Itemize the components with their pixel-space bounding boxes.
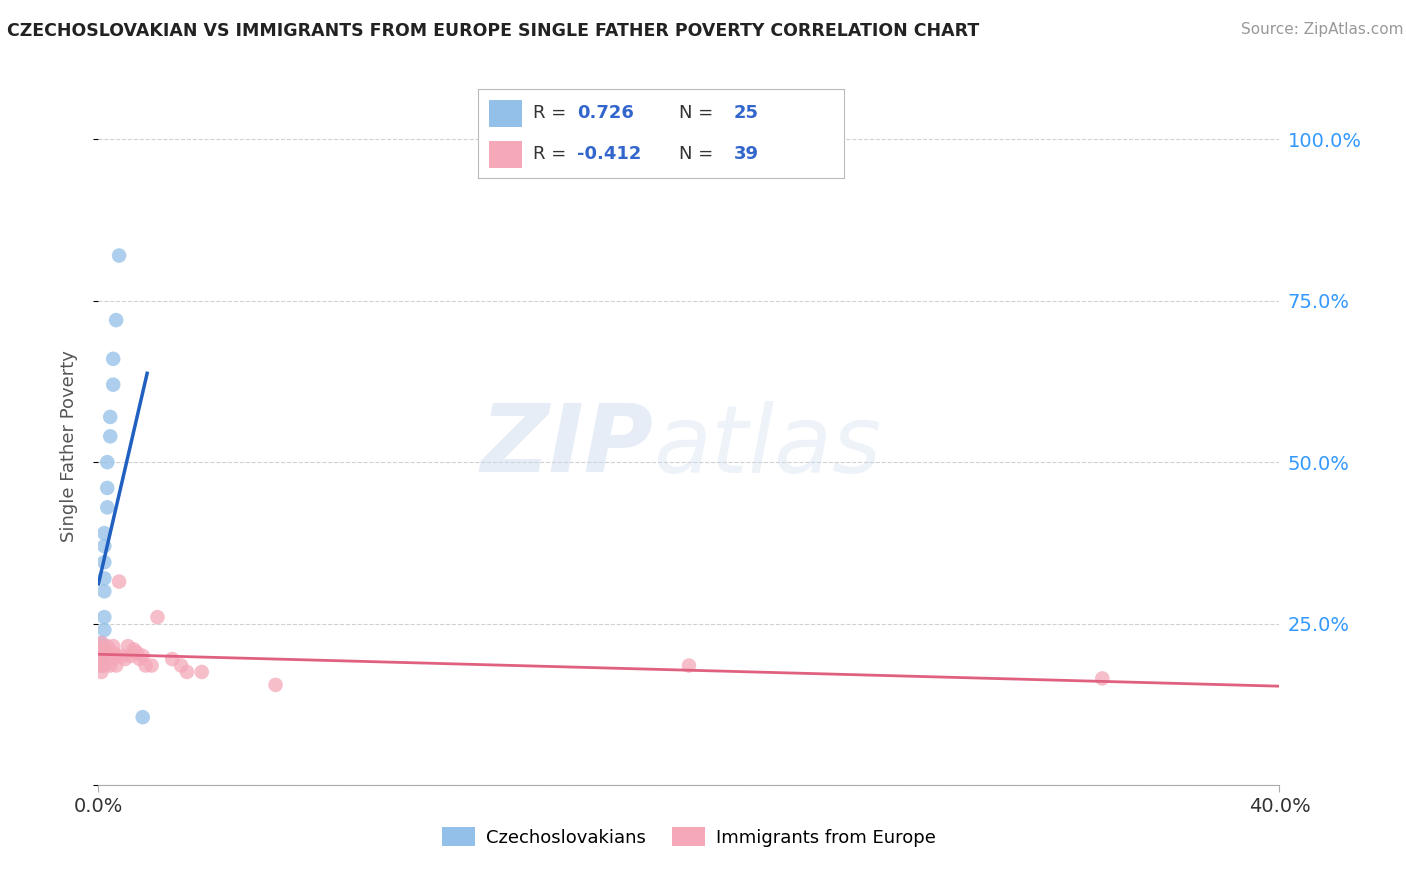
Point [96, 646, 118, 660]
Point [678, 658, 700, 673]
Point [93, 526, 115, 541]
Point [98, 409, 121, 424]
Point [96, 455, 118, 469]
Point [170, 658, 193, 673]
Text: CZECHOSLOVAKIAN VS IMMIGRANTS FROM EUROPE SINGLE FATHER POVERTY CORRELATION CHAR: CZECHOSLOVAKIAN VS IMMIGRANTS FROM EUROP… [7, 22, 980, 40]
Point [128, 652, 150, 666]
Point [93, 584, 115, 599]
Point [90, 639, 112, 653]
Point [90, 636, 112, 650]
Point [87, 652, 110, 666]
Point [98, 648, 121, 663]
Point [103, 639, 125, 653]
Point [105, 658, 128, 673]
Point [117, 639, 139, 653]
Point [264, 678, 287, 692]
Point [132, 648, 155, 663]
FancyBboxPatch shape [489, 141, 522, 168]
Point [132, 710, 155, 724]
Point [108, 248, 131, 262]
Point [90, 655, 112, 669]
Point [125, 646, 148, 660]
Point [96, 639, 118, 653]
Text: 25: 25 [734, 104, 759, 122]
Point [103, 351, 125, 366]
Point [191, 665, 214, 679]
Point [111, 648, 134, 663]
Text: R =: R = [533, 104, 572, 122]
Point [93, 642, 115, 657]
FancyBboxPatch shape [489, 100, 522, 127]
Point [93, 610, 115, 624]
Point [90, 658, 112, 673]
Point [135, 658, 157, 673]
Point [108, 574, 131, 589]
Point [93, 658, 115, 673]
Point [105, 313, 128, 327]
Point [96, 481, 118, 495]
Point [176, 665, 198, 679]
Point [90, 658, 112, 673]
Text: Source: ZipAtlas.com: Source: ZipAtlas.com [1240, 22, 1403, 37]
Text: 39: 39 [734, 145, 759, 163]
Text: -0.412: -0.412 [576, 145, 641, 163]
Point [90, 652, 112, 666]
Point [146, 610, 169, 624]
Point [90, 648, 112, 663]
Point [98, 429, 121, 443]
Point [93, 623, 115, 637]
Point [87, 646, 110, 660]
Text: atlas: atlas [654, 401, 882, 491]
Point [105, 648, 128, 663]
Text: N =: N = [679, 104, 718, 122]
Point [90, 642, 112, 657]
Point [90, 646, 112, 660]
Point [103, 652, 125, 666]
Text: ZIP: ZIP [481, 400, 654, 492]
Point [93, 652, 115, 666]
Point [1091, 672, 1114, 686]
Point [114, 652, 136, 666]
Point [162, 652, 183, 666]
Point [141, 658, 163, 673]
Point [122, 642, 145, 657]
Point [96, 652, 118, 666]
Point [90, 665, 112, 679]
Text: N =: N = [679, 145, 718, 163]
Point [103, 377, 125, 392]
Point [103, 646, 125, 660]
Point [96, 500, 118, 515]
Point [93, 539, 115, 553]
Point [120, 648, 142, 663]
Text: 0.726: 0.726 [576, 104, 634, 122]
Point [90, 636, 112, 650]
Point [98, 658, 121, 673]
Legend: Czechoslovakians, Immigrants from Europe: Czechoslovakians, Immigrants from Europe [434, 820, 943, 854]
Text: R =: R = [533, 145, 572, 163]
Point [93, 555, 115, 569]
Y-axis label: Single Father Poverty: Single Father Poverty [59, 350, 77, 542]
Point [93, 571, 115, 585]
Point [87, 639, 110, 653]
Point [98, 652, 121, 666]
